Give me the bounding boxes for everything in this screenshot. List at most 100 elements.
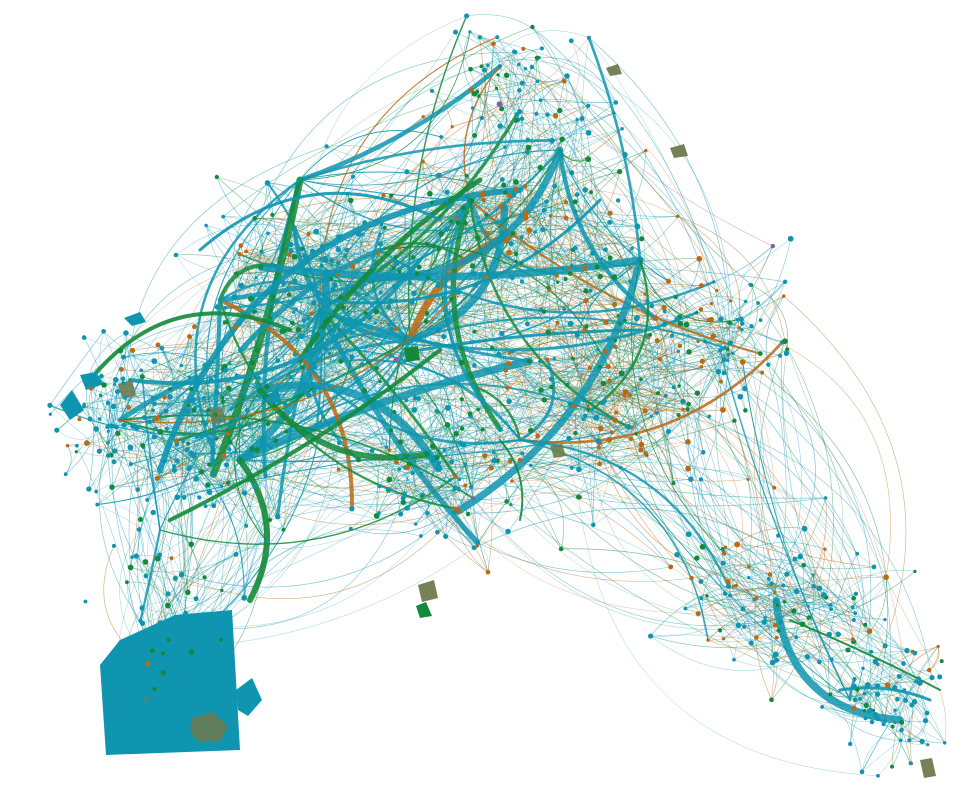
network-node xyxy=(772,485,777,490)
network-edge xyxy=(370,232,412,342)
network-node xyxy=(47,402,53,408)
network-edge xyxy=(713,245,774,283)
network-node xyxy=(310,352,315,357)
network-node xyxy=(606,336,610,340)
network-node xyxy=(126,405,132,410)
network-node xyxy=(121,380,126,386)
network-node xyxy=(95,502,100,507)
network-node xyxy=(143,573,149,579)
network-node xyxy=(362,220,368,226)
network-edge xyxy=(647,300,773,663)
network-edge xyxy=(453,488,489,573)
network-edge xyxy=(422,161,433,195)
network-edge xyxy=(733,592,776,660)
network-edge xyxy=(778,571,916,631)
network-node xyxy=(63,472,68,477)
network-edge xyxy=(481,65,718,291)
network-node xyxy=(275,358,281,364)
network-node xyxy=(749,324,754,329)
network-node xyxy=(101,382,107,388)
network-node xyxy=(505,528,511,535)
network-edge xyxy=(130,249,381,465)
network-node xyxy=(584,324,589,329)
network-node xyxy=(300,286,304,291)
network-node xyxy=(549,137,555,144)
network-node xyxy=(377,241,384,247)
network-node xyxy=(912,650,918,656)
network-node xyxy=(775,603,780,607)
network-node xyxy=(774,635,779,640)
network-node xyxy=(411,255,416,260)
network-edge xyxy=(828,553,858,695)
network-node xyxy=(699,358,706,364)
network-node xyxy=(510,479,514,483)
network-edge xyxy=(350,508,457,535)
network-node xyxy=(453,430,459,437)
network-edge xyxy=(49,405,461,508)
nodes-layer xyxy=(47,13,947,778)
network-edge xyxy=(519,348,728,466)
network-node xyxy=(54,427,60,433)
network-edge xyxy=(599,395,667,465)
network-node xyxy=(155,342,161,348)
network-node xyxy=(427,190,433,197)
network-edge xyxy=(543,209,680,318)
network-edge xyxy=(205,385,316,507)
network-node xyxy=(248,296,254,302)
network-node xyxy=(150,509,156,516)
network-node xyxy=(133,553,139,559)
network-node xyxy=(265,539,269,543)
network-node xyxy=(528,427,534,434)
network-node xyxy=(811,584,816,589)
network-edge xyxy=(153,360,188,450)
network-edge xyxy=(478,95,712,304)
network-node xyxy=(472,363,477,368)
network-edge xyxy=(696,311,730,323)
network-node xyxy=(575,117,579,122)
network-edge xyxy=(83,393,286,405)
network-node xyxy=(105,425,110,429)
network-node xyxy=(455,289,462,295)
network-edge xyxy=(114,426,205,578)
network-edge xyxy=(67,444,112,456)
network-node xyxy=(306,268,312,274)
network-node xyxy=(97,417,102,421)
network-node xyxy=(642,408,648,414)
network-node xyxy=(739,359,746,365)
network-node xyxy=(506,249,512,256)
network-node xyxy=(157,715,162,720)
network-edge xyxy=(86,332,127,420)
network-node xyxy=(393,326,399,332)
network-node xyxy=(464,173,469,178)
network-node xyxy=(721,551,727,556)
network-node xyxy=(252,483,258,489)
network-node xyxy=(112,424,117,429)
network-edge xyxy=(572,358,646,454)
network-node xyxy=(480,400,486,406)
network-node xyxy=(413,522,418,526)
network-node xyxy=(436,246,442,252)
network-node xyxy=(613,100,619,105)
network-node xyxy=(519,235,524,240)
network-node xyxy=(355,457,362,463)
network-edge xyxy=(114,369,122,427)
network-node xyxy=(377,301,383,307)
network-node xyxy=(197,495,202,500)
network-edge xyxy=(597,401,684,442)
network-edge xyxy=(718,367,763,373)
network-node xyxy=(419,534,423,538)
network-node xyxy=(559,153,564,159)
network-node xyxy=(288,301,294,306)
network-node xyxy=(582,187,588,193)
network-node xyxy=(858,696,863,701)
network-edge xyxy=(537,301,746,437)
network-node xyxy=(630,246,634,250)
network-edge xyxy=(584,329,726,370)
network-edge xyxy=(511,351,621,468)
network-node xyxy=(851,637,855,642)
network-node xyxy=(210,457,215,462)
network-node xyxy=(552,357,556,361)
network-node xyxy=(203,504,208,509)
network-node xyxy=(170,659,176,666)
network-node xyxy=(468,30,472,34)
